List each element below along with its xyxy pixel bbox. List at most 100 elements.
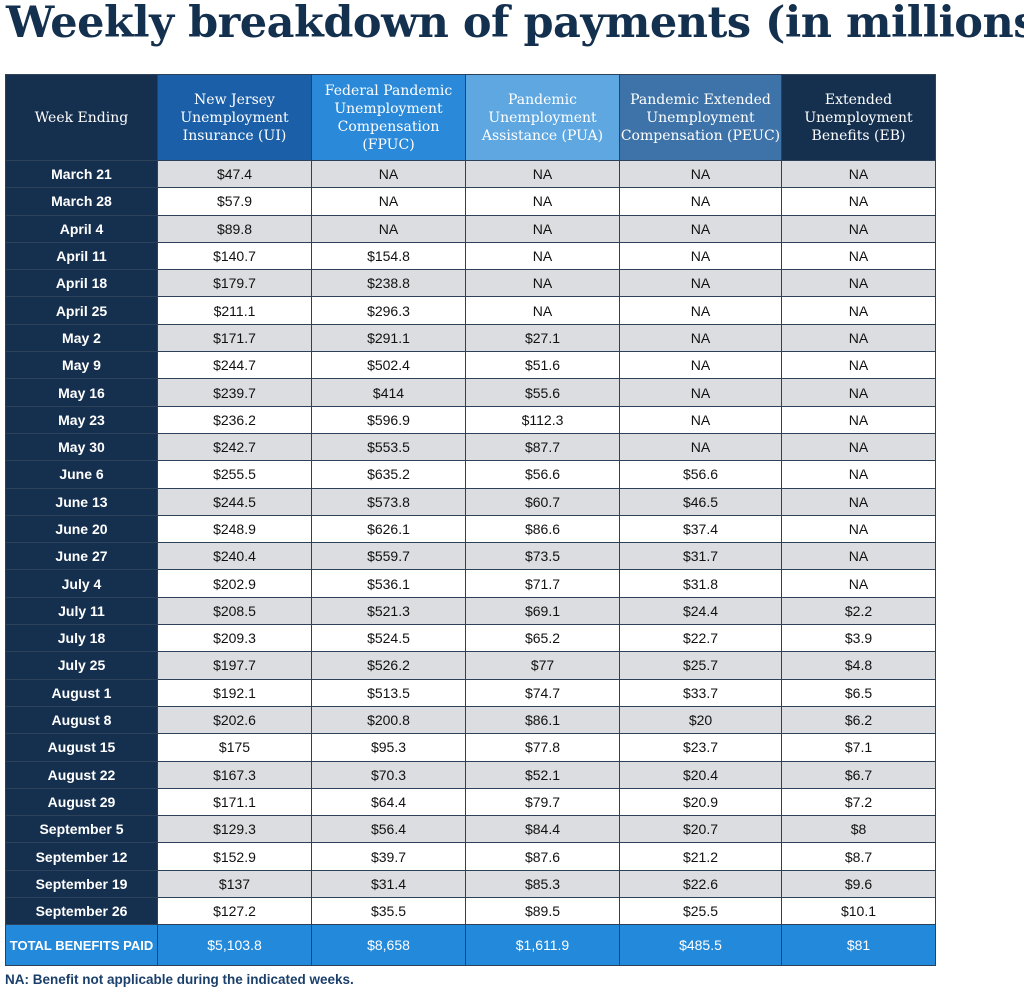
week-ending-cell: July 4 <box>5 569 158 598</box>
week-ending-cell: June 6 <box>5 460 158 489</box>
ui-cell: $152.9 <box>157 842 312 871</box>
eb-cell: NA <box>781 378 936 407</box>
week-ending-cell: June 27 <box>5 542 158 571</box>
ui-cell: $197.7 <box>157 651 312 680</box>
table-row: May 9 $244.7 $502.4 $51.6 NA NA <box>5 351 936 380</box>
fpuc-cell: $502.4 <box>311 351 466 380</box>
fpuc-cell: NA <box>311 214 466 243</box>
peuc-cell: $20.7 <box>619 815 782 844</box>
week-ending-cell: September 12 <box>5 842 158 871</box>
header-peuc: Pandemic Extended Unemployment Compensat… <box>619 74 782 161</box>
peuc-cell: $21.2 <box>619 842 782 871</box>
eb-cell: $7.1 <box>781 733 936 762</box>
peuc-cell: NA <box>619 432 782 462</box>
peuc-cell: NA <box>619 187 782 216</box>
ui-cell: $248.9 <box>157 514 312 544</box>
peuc-cell: NA <box>619 405 782 434</box>
ui-cell: $175 <box>157 733 312 762</box>
peuc-cell: $37.4 <box>619 514 782 544</box>
eb-cell: $2.2 <box>781 596 936 626</box>
fpuc-cell: $626.1 <box>311 514 466 544</box>
week-ending-cell: August 29 <box>5 787 158 817</box>
fpuc-cell: $39.7 <box>311 842 466 871</box>
fpuc-cell: $521.3 <box>311 596 466 626</box>
eb-cell: NA <box>781 432 936 462</box>
peuc-cell: $31.7 <box>619 542 782 571</box>
ui-cell: $242.7 <box>157 432 312 462</box>
total-ui: $5,103.8 <box>157 924 312 967</box>
fpuc-cell: $513.5 <box>311 678 466 707</box>
pua-cell: NA <box>465 187 620 216</box>
pua-cell: $86.1 <box>465 705 620 735</box>
table-row: April 11 $140.7 $154.8 NA NA NA <box>5 241 936 271</box>
week-ending-cell: August 8 <box>5 705 158 735</box>
fpuc-cell: $291.1 <box>311 323 466 353</box>
table-body: March 21 $47.4 NA NA NA NA March 28 $57.9 NA NA NA… <box>5 159 936 926</box>
fpuc-cell: $31.4 <box>311 869 466 899</box>
table-row: June 27 $240.4 $559.7 $73.5 $31.7 NA <box>5 542 936 571</box>
peuc-cell: $33.7 <box>619 678 782 707</box>
eb-cell: NA <box>781 159 936 189</box>
pua-cell: $71.7 <box>465 569 620 598</box>
pua-cell: $69.1 <box>465 596 620 626</box>
pua-cell: $27.1 <box>465 323 620 353</box>
eb-cell: NA <box>781 296 936 325</box>
peuc-cell: $56.6 <box>619 460 782 489</box>
table-row: May 23 $236.2 $596.9 $112.3 NA NA <box>5 405 936 434</box>
ui-cell: $127.2 <box>157 897 312 926</box>
table-row: September 5 $129.3 $56.4 $84.4 $20.7 $8 <box>5 815 936 844</box>
header-nj-ui: New Jersey Unemployment Insurance (UI) <box>157 74 312 161</box>
pua-cell: NA <box>465 296 620 325</box>
eb-cell: $9.6 <box>781 869 936 899</box>
pua-cell: NA <box>465 214 620 243</box>
pua-cell: $86.6 <box>465 514 620 544</box>
eb-cell: NA <box>781 487 936 516</box>
table-row: March 21 $47.4 NA NA NA NA <box>5 159 936 189</box>
peuc-cell: $31.8 <box>619 569 782 598</box>
eb-cell: NA <box>781 214 936 243</box>
week-ending-cell: April 25 <box>5 296 158 325</box>
pua-cell: $77.8 <box>465 733 620 762</box>
ui-cell: $211.1 <box>157 296 312 325</box>
ui-cell: $239.7 <box>157 378 312 407</box>
table-row: July 18 $209.3 $524.5 $65.2 $22.7 $3.9 <box>5 624 936 653</box>
pua-cell: $60.7 <box>465 487 620 516</box>
peuc-cell: $20 <box>619 705 782 735</box>
fpuc-cell: $296.3 <box>311 296 466 325</box>
ui-cell: $202.6 <box>157 705 312 735</box>
fpuc-cell: $35.5 <box>311 897 466 926</box>
total-row: TOTAL BENEFITS PAID $5,103.8 $8,658 $1,6… <box>5 924 936 967</box>
peuc-cell: NA <box>619 214 782 243</box>
pua-cell: $87.7 <box>465 432 620 462</box>
table-row: July 4 $202.9 $536.1 $71.7 $31.8 NA <box>5 569 936 598</box>
ui-cell: $240.4 <box>157 542 312 571</box>
total-pua: $1,611.9 <box>465 924 620 967</box>
fpuc-cell: $414 <box>311 378 466 407</box>
peuc-cell: NA <box>619 241 782 271</box>
table-row: August 29 $171.1 $64.4 $79.7 $20.9 $7.2 <box>5 787 936 817</box>
pua-cell: $79.7 <box>465 787 620 817</box>
fpuc-cell: NA <box>311 159 466 189</box>
fpuc-cell: $553.5 <box>311 432 466 462</box>
pua-cell: $52.1 <box>465 760 620 789</box>
ui-cell: $179.7 <box>157 269 312 298</box>
fpuc-cell: $559.7 <box>311 542 466 571</box>
eb-cell: NA <box>781 569 936 598</box>
pua-cell: $56.6 <box>465 460 620 489</box>
ui-cell: $47.4 <box>157 159 312 189</box>
table-row: July 25 $197.7 $526.2 $77 $25.7 $4.8 <box>5 651 936 680</box>
pua-cell: $55.6 <box>465 378 620 407</box>
eb-cell: NA <box>781 351 936 380</box>
pua-cell: $65.2 <box>465 624 620 653</box>
fpuc-cell: $56.4 <box>311 815 466 844</box>
ui-cell: $89.8 <box>157 214 312 243</box>
eb-cell: $10.1 <box>781 897 936 926</box>
week-ending-cell: April 4 <box>5 214 158 243</box>
fpuc-cell: $200.8 <box>311 705 466 735</box>
pua-cell: NA <box>465 241 620 271</box>
pua-cell: $85.3 <box>465 869 620 899</box>
table-row: May 16 $239.7 $414 $55.6 NA NA <box>5 378 936 407</box>
eb-cell: $6.5 <box>781 678 936 707</box>
header-week-ending: Week Ending <box>5 74 158 161</box>
table-row: August 1 $192.1 $513.5 $74.7 $33.7 $6.5 <box>5 678 936 707</box>
